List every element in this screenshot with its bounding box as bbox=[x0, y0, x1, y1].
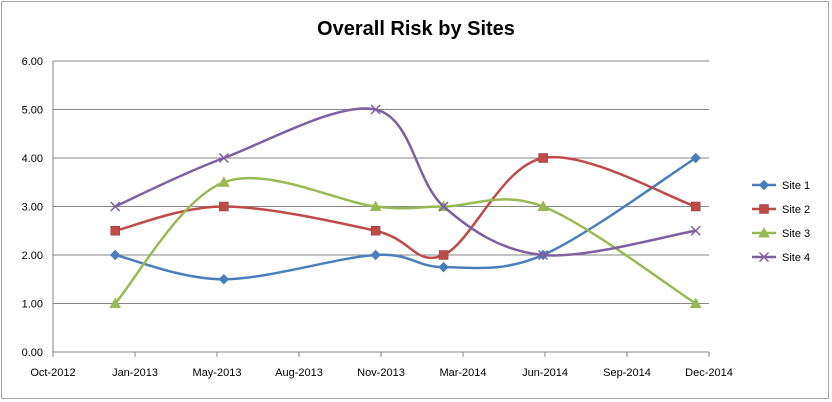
data-point-site-3 bbox=[537, 200, 549, 211]
legend-label-site-1: Site 1 bbox=[782, 180, 810, 192]
data-point-site-4 bbox=[218, 152, 229, 164]
data-point-site-1 bbox=[370, 249, 381, 261]
data-point-site-2 bbox=[538, 153, 548, 163]
y-tick-label: 1.00 bbox=[22, 299, 43, 311]
x-tick-label: Nov-2013 bbox=[357, 367, 405, 379]
legend-label-site-2: Site 2 bbox=[782, 204, 810, 216]
legend-marker-site-1 bbox=[758, 179, 770, 191]
y-tick-label: 2.00 bbox=[22, 250, 43, 262]
x-tick-label: Aug-2013 bbox=[275, 367, 323, 379]
legend-marker-site-2 bbox=[759, 204, 769, 214]
y-tick-label: 4.00 bbox=[22, 153, 43, 165]
series-line-site-4 bbox=[114, 107, 696, 257]
data-point-site-2 bbox=[438, 250, 449, 260]
y-tick-label: 6.00 bbox=[22, 56, 43, 68]
data-point-site-3 bbox=[217, 176, 230, 187]
y-tick-label: 5.00 bbox=[22, 105, 43, 117]
data-point-site-3 bbox=[689, 297, 702, 308]
data-point-site-3 bbox=[369, 200, 382, 211]
data-point-site-1 bbox=[218, 274, 230, 285]
data-point-site-1 bbox=[438, 261, 449, 273]
data-point-site-4 bbox=[438, 201, 449, 212]
data-point-site-4 bbox=[370, 104, 381, 115]
legend-marker-site-4 bbox=[758, 251, 770, 263]
data-point-site-1 bbox=[690, 152, 701, 164]
x-tick-label: May-2013 bbox=[193, 367, 242, 379]
x-tick-label: Jun-2014 bbox=[522, 367, 568, 379]
data-point-site-2 bbox=[110, 226, 120, 236]
series-line-site-1 bbox=[114, 156, 697, 281]
x-tick-label: Oct-2012 bbox=[30, 367, 75, 379]
x-tick-label: Dec-2014 bbox=[685, 367, 733, 379]
x-tick-label: Mar-2014 bbox=[439, 367, 486, 379]
data-point-site-2 bbox=[219, 201, 229, 212]
data-point-site-4 bbox=[538, 249, 549, 261]
y-tick-label: 3.00 bbox=[22, 202, 43, 214]
y-tick-label: 0.00 bbox=[22, 347, 43, 359]
data-point-site-2 bbox=[370, 226, 381, 236]
data-point-site-4 bbox=[690, 225, 701, 236]
legend-label-site-4: Site 4 bbox=[782, 252, 810, 264]
legend-marker-site-3 bbox=[758, 226, 770, 238]
data-point-site-4 bbox=[110, 201, 121, 212]
data-point-site-2 bbox=[690, 201, 701, 212]
series-line-site-3 bbox=[114, 176, 697, 305]
x-tick-label: Sep-2014 bbox=[603, 367, 651, 379]
data-point-site-3 bbox=[109, 297, 122, 308]
chart-title: Overall Risk by Sites bbox=[317, 18, 515, 40]
legend-label-site-3: Site 3 bbox=[782, 228, 810, 240]
data-point-site-1 bbox=[109, 249, 121, 261]
x-tick-label: Jan-2013 bbox=[112, 367, 158, 379]
